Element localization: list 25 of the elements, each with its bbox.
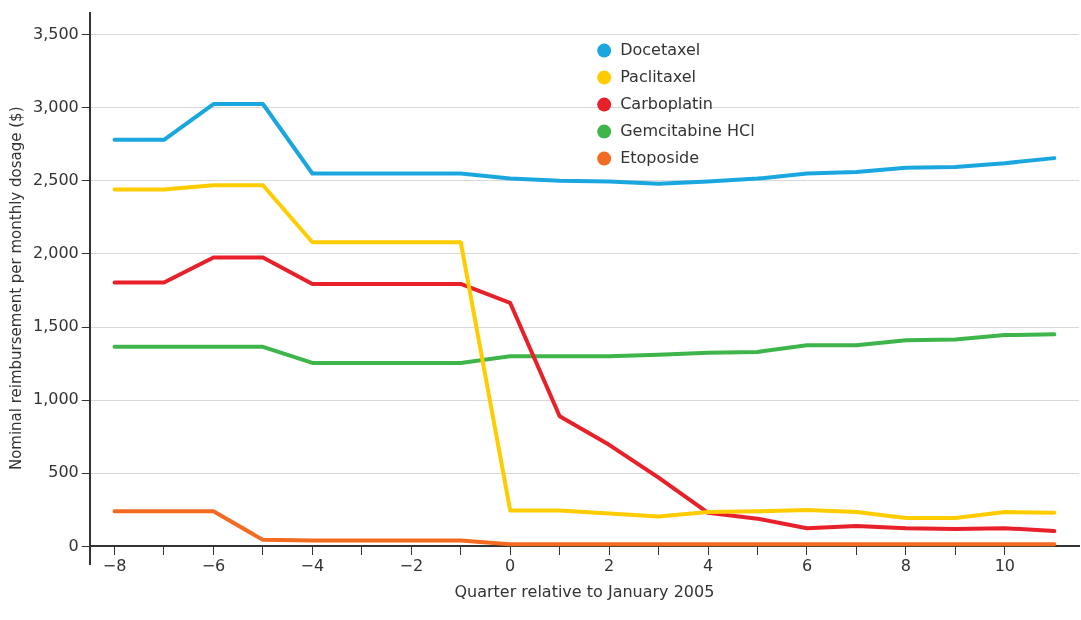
legend-label: Paclitaxel	[620, 66, 696, 86]
x-tick-label: −8	[102, 556, 127, 576]
x-tick-label: 10	[994, 556, 1015, 576]
x-tick-label: −4	[300, 556, 325, 576]
legend-label: Etoposide	[620, 147, 700, 167]
y-tick-label: 1,500	[32, 316, 79, 336]
y-tick-label: 1,000	[32, 389, 79, 409]
y-tick-label: 2,000	[32, 243, 79, 263]
x-tick-label: −6	[201, 556, 226, 576]
x-axis-title: Quarter relative to January 2005	[454, 582, 715, 602]
y-axis-title: Nominal reimbursement per monthly dosage ($)	[6, 106, 25, 471]
x-tick-label: 6	[801, 556, 813, 576]
x-tick-label: 0	[505, 556, 516, 576]
x-tick-label: 8	[900, 556, 911, 576]
x-tick-label: 2	[604, 556, 615, 576]
legend-label: Docetaxel	[620, 39, 701, 59]
x-tick-label: −2	[399, 556, 424, 576]
legend-label: Gemcitabine HCl	[620, 120, 755, 140]
y-tick-label: 500	[48, 462, 79, 482]
y-tick-label: 2,500	[32, 169, 79, 189]
y-tick-label: 3,000	[32, 96, 79, 116]
y-tick-label: 3,500	[32, 23, 79, 43]
x-tick-label: 4	[702, 556, 714, 576]
legend-label: Carboplatin	[620, 93, 713, 113]
y-tick-label: 0	[68, 535, 79, 555]
